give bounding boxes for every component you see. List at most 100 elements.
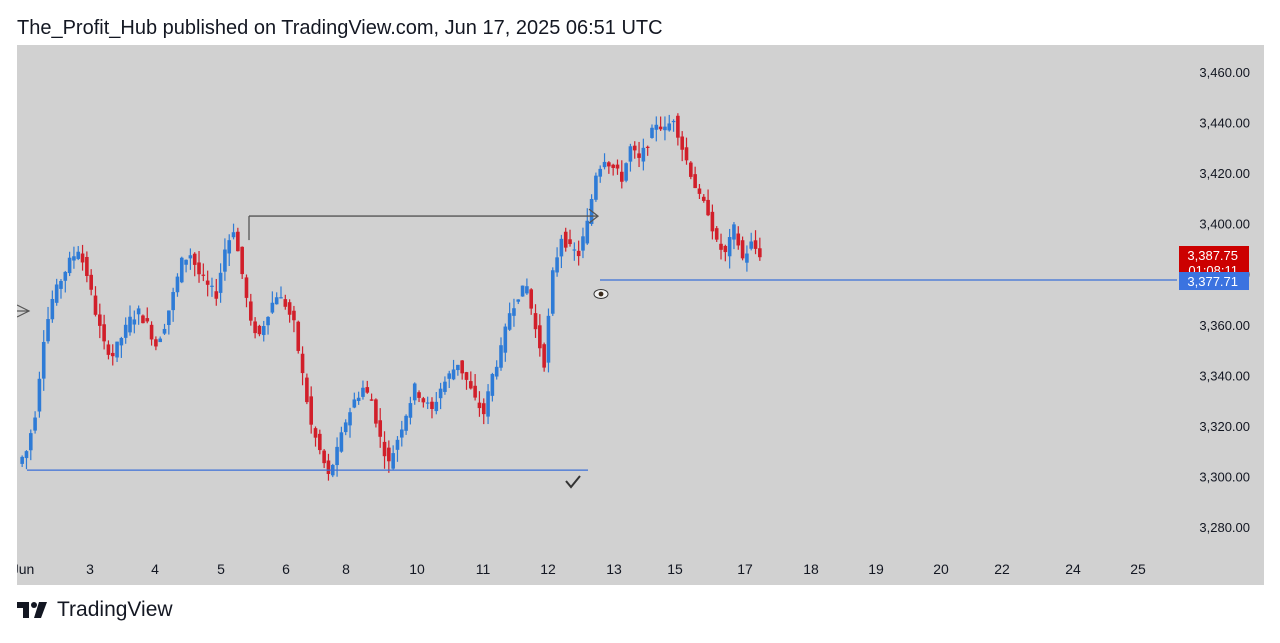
- candle-body: [443, 381, 447, 392]
- candle-body: [274, 297, 279, 305]
- chart-area[interactable]: 3,460.003,440.003,420.003,400.003,380.00…: [17, 45, 1264, 585]
- candle-body: [641, 147, 646, 162]
- candle-body: [110, 352, 115, 357]
- candle-body: [732, 224, 736, 240]
- candle-body: [128, 316, 132, 333]
- candle-body: [54, 284, 59, 303]
- candle-body: [753, 240, 758, 249]
- candle-body: [106, 344, 111, 355]
- candle-body: [37, 378, 42, 412]
- candle-body: [658, 126, 663, 130]
- levels-group: [27, 208, 1177, 471]
- x-tick-label: 17: [737, 561, 753, 577]
- level-price-tag: [1179, 272, 1249, 291]
- candle-body: [300, 353, 305, 374]
- candle-body: [516, 299, 521, 302]
- candle-body: [391, 453, 395, 469]
- x-tick-label: 5: [217, 561, 225, 577]
- candle-body: [171, 292, 175, 311]
- candle-body: [80, 253, 85, 263]
- time-axis[interactable]: Jun 3 4 5 6 8 10 11 12 13 15 17 18 19 20 22 24 25: [17, 561, 1146, 577]
- candle-body: [421, 398, 426, 403]
- x-tick-label: 25: [1130, 561, 1146, 577]
- candle-body: [313, 428, 318, 438]
- x-tick-label: 11: [476, 561, 491, 577]
- candle-body: [581, 236, 585, 251]
- candle-body: [693, 174, 697, 189]
- candle-body: [102, 324, 106, 342]
- y-tick-label: 3,420.00: [1199, 166, 1250, 181]
- candle-body: [615, 164, 620, 169]
- candle-body: [382, 441, 387, 457]
- candle-body: [550, 270, 555, 314]
- x-tick-label: 4: [151, 561, 159, 577]
- candle-body: [236, 231, 240, 252]
- candle-body: [218, 272, 223, 293]
- tradingview-footer[interactable]: TradingView: [17, 598, 173, 622]
- candle-body: [201, 274, 206, 276]
- candle-body: [387, 447, 391, 462]
- candle-body: [650, 127, 654, 138]
- candle-body: [361, 387, 365, 397]
- candle-body: [257, 325, 262, 335]
- candle-body: [205, 280, 210, 285]
- candle-body: [417, 392, 421, 398]
- candle-body: [41, 341, 46, 379]
- candle-body: [469, 381, 473, 389]
- candle-body: [542, 344, 546, 368]
- candle-body: [460, 360, 464, 374]
- candle-body: [115, 341, 119, 358]
- candles-group: [20, 113, 762, 481]
- candle-body: [210, 285, 214, 287]
- current-price-label: 3,387.75: [1187, 248, 1238, 263]
- candle-body: [339, 432, 344, 452]
- candlestick-chart[interactable]: 3,460.003,440.003,420.003,400.003,380.00…: [17, 45, 1264, 585]
- candle-body: [559, 238, 564, 257]
- x-tick-label: 20: [933, 561, 949, 577]
- candle-body: [283, 299, 288, 307]
- candle-body: [546, 315, 551, 363]
- candle-body: [192, 253, 197, 265]
- candle-body: [568, 239, 572, 245]
- candle-body: [434, 401, 439, 412]
- candle-body: [736, 233, 741, 246]
- candle-body: [533, 313, 538, 330]
- candle-body: [59, 280, 63, 289]
- candle-body: [637, 153, 641, 158]
- candle-body: [447, 373, 452, 379]
- candle-body: [253, 321, 257, 334]
- candle-body: [503, 326, 508, 353]
- chart-background: [17, 45, 1264, 585]
- candle-body: [671, 120, 676, 123]
- candle-body: [749, 241, 754, 249]
- x-tick-label: 15: [667, 561, 683, 577]
- candle-body: [758, 248, 762, 258]
- candle-body: [624, 163, 628, 181]
- candle-body: [24, 451, 29, 459]
- candle-body: [611, 164, 615, 168]
- candle-body: [292, 310, 296, 321]
- level-price-label: 3,377.71: [1187, 274, 1238, 289]
- candle-body: [654, 124, 659, 130]
- candle-body: [20, 456, 24, 464]
- candle-body: [456, 364, 460, 371]
- candle-body: [399, 429, 404, 438]
- candle-body: [123, 324, 128, 338]
- x-tick-label: 3: [86, 561, 94, 577]
- candle-body: [322, 450, 326, 464]
- candle-body: [628, 146, 633, 162]
- candle-body: [576, 250, 581, 257]
- candle-body: [141, 315, 145, 324]
- candle-body: [555, 257, 559, 273]
- candle-body: [404, 415, 408, 431]
- candle-body: [231, 232, 236, 238]
- candle-body: [529, 289, 534, 309]
- candle-body: [697, 188, 702, 194]
- candle-body: [132, 319, 137, 325]
- x-tick-label: Jun: [17, 561, 34, 577]
- candle-body: [507, 313, 512, 330]
- candle-body: [197, 262, 201, 275]
- candle-body: [667, 123, 672, 131]
- check-mark-icon: [565, 475, 581, 489]
